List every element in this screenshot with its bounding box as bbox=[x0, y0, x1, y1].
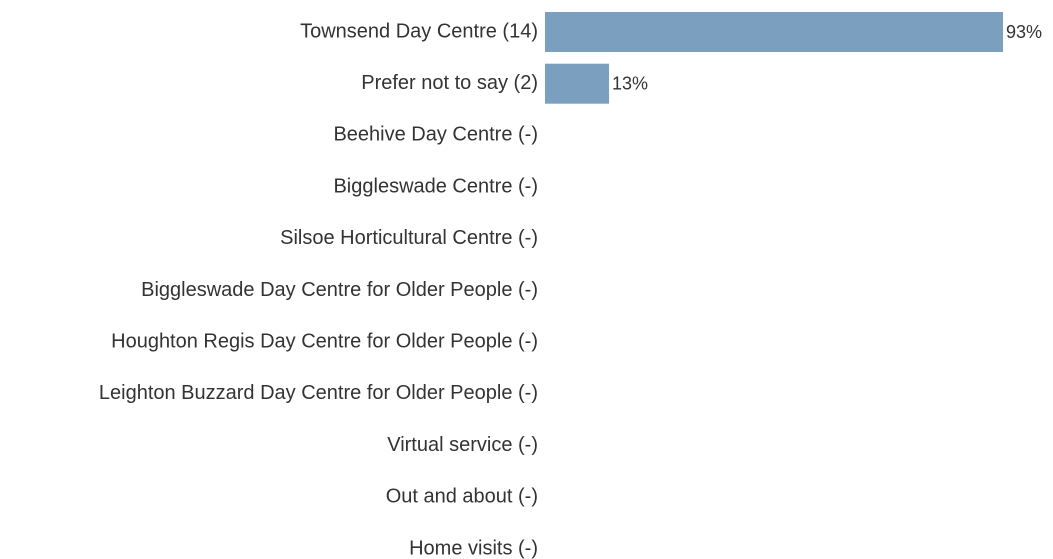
bar bbox=[545, 63, 610, 104]
category-label: Silsoe Horticultural Centre (-) bbox=[280, 227, 538, 249]
category-label: Home visits (-) bbox=[409, 537, 538, 559]
category-label: Biggleswade Centre (-) bbox=[333, 175, 538, 197]
value-label: 13% bbox=[612, 73, 648, 93]
category-label: Biggleswade Day Centre for Older People … bbox=[141, 279, 538, 301]
category-label: Virtual service (-) bbox=[387, 434, 538, 456]
category-label: Houghton Regis Day Centre for Older Peop… bbox=[111, 330, 538, 352]
category-label: Townsend Day Centre (14) bbox=[300, 20, 538, 42]
value-label: 93% bbox=[1006, 22, 1042, 42]
category-label: Leighton Buzzard Day Centre for Older Pe… bbox=[99, 382, 538, 404]
bar bbox=[545, 12, 1004, 52]
category-label: Out and about (-) bbox=[386, 486, 538, 508]
category-label: Prefer not to say (2) bbox=[361, 72, 538, 94]
category-label: Beehive Day Centre (-) bbox=[333, 124, 538, 146]
